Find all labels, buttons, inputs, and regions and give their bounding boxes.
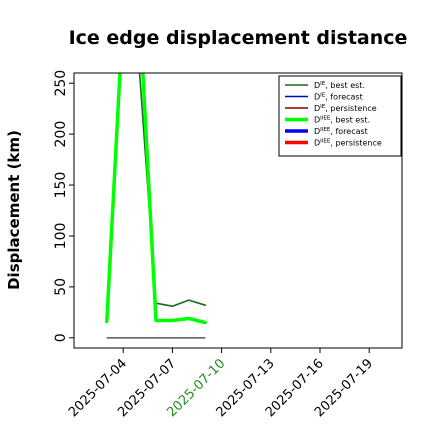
series-line-0 — [106, 73, 206, 321]
y-axis: 0 50 100 150 200 250 — [53, 70, 74, 342]
plot-frame — [73, 72, 403, 349]
legend-label: DIE, forecast — [314, 93, 363, 102]
legend: DIE, best est. DIE, forecast DIE, persiste… — [278, 75, 402, 157]
y-tick-label: 250 — [53, 70, 69, 97]
legend-label: DIE, best est. — [314, 81, 365, 90]
y-axis-label: Displacement (km) — [5, 130, 23, 290]
chart-title: Ice edge displacement distance — [69, 27, 408, 49]
y-tick-label: 150 — [53, 172, 69, 199]
y-tick-label: 200 — [53, 121, 69, 148]
legend-label: DIIEE, persistence — [314, 139, 382, 148]
y-tick-label: 100 — [53, 223, 69, 250]
legend-label: DIE, persistence — [314, 104, 377, 113]
y-tick-label: 0 — [53, 333, 69, 342]
legend-label: DIIEE, forecast — [314, 127, 368, 136]
x-axis: 2025-07-042025-07-072025-07-102025-07-13… — [66, 348, 376, 420]
series-line-3 — [105, 73, 207, 325]
plot-area — [105, 73, 207, 339]
y-tick-label: 50 — [53, 278, 69, 296]
legend-label: DIIEE, best est. — [314, 116, 370, 125]
